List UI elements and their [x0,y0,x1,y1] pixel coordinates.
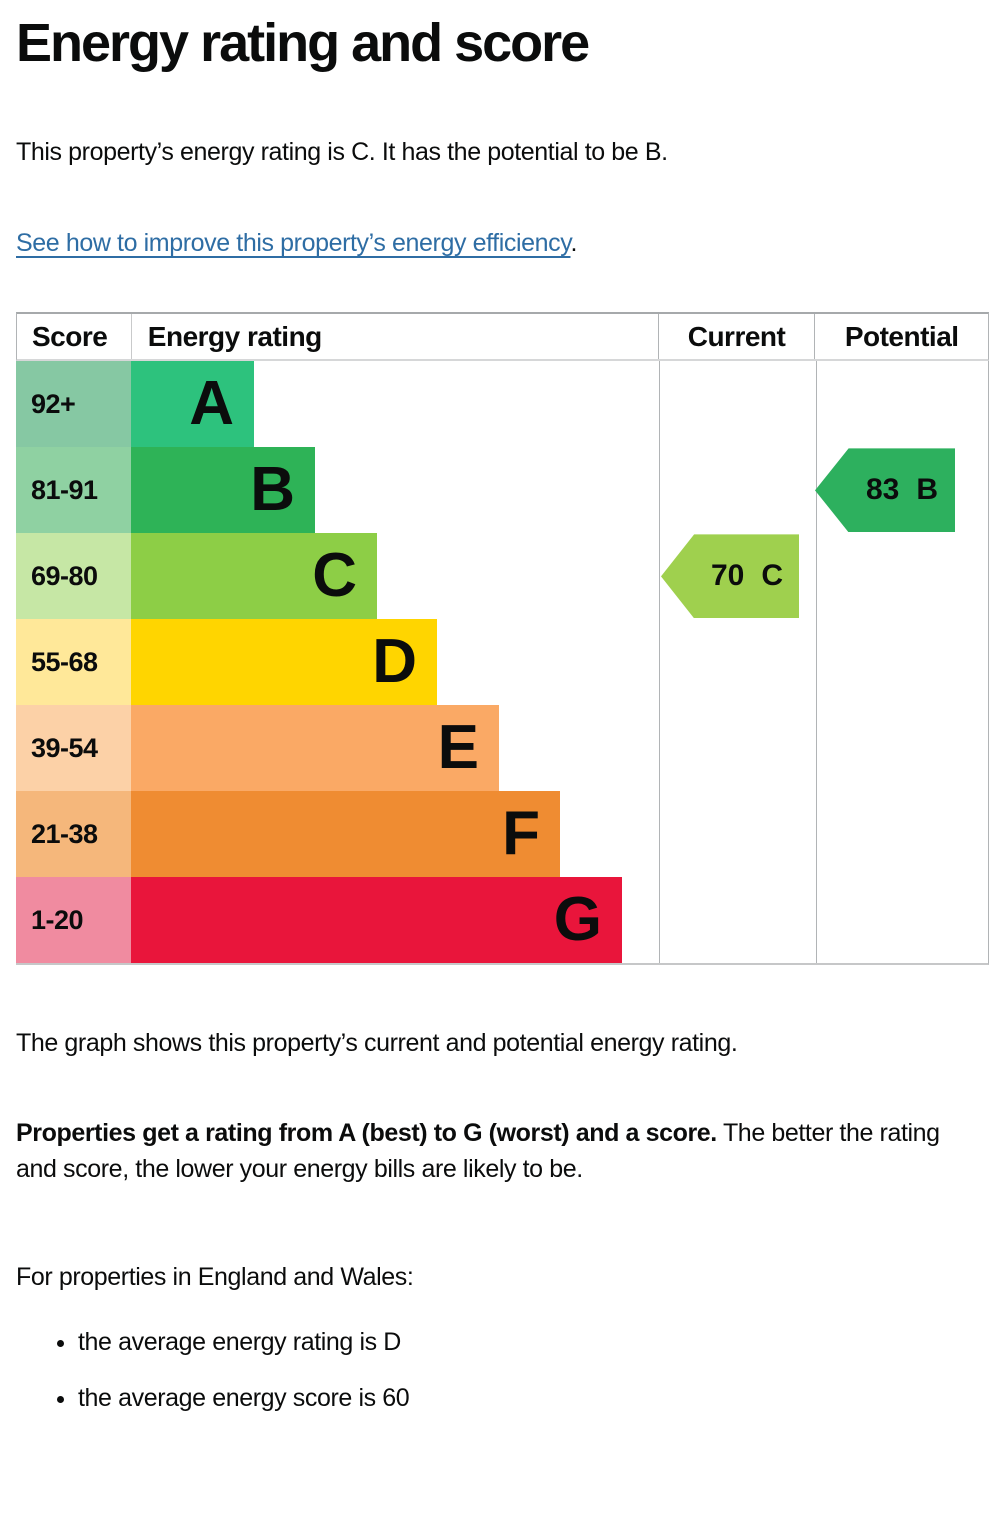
energy-band-row: 69-80 C [16,533,988,620]
energy-band-row: 81-91 B [16,447,988,534]
header-score: Score [17,314,132,360]
graph-caption: The graph shows this property’s current … [16,1029,738,1058]
chart-header-row: Score Energy rating Current Potential [16,312,989,362]
band-score-range: 1-20 [16,877,131,964]
averages-list: the average energy rating is D the avera… [16,1328,984,1413]
current-band-letter: C [761,559,784,593]
region-heading: For properties in England and Wales: [16,1263,414,1292]
average-rating-item: the average energy rating is D [78,1328,984,1357]
page-title: Energy rating and score [16,13,590,73]
chart-body: 92+ A 81-91 B 69-80 C 55-68 D 39-54 E 21… [16,361,989,966]
current-rating-arrow: 70 C [661,534,799,619]
energy-rating-chart: Score Energy rating Current Potential 92… [16,312,989,966]
band-letter-bar: A [131,361,254,448]
average-score-item: the average energy score is 60 [78,1384,984,1413]
rating-explanation: Properties get a rating from A (best) to… [16,1116,984,1187]
band-letter-bar: G [131,877,622,964]
energy-band-row: 21-38 F [16,791,988,878]
band-score-range: 55-68 [16,619,131,706]
rating-summary-text: This property’s energy rating is C. It h… [16,138,668,167]
band-letter-bar: F [131,791,560,878]
header-potential: Potential [844,320,959,352]
band-letter-bar: D [131,619,437,706]
band-letter-bar: C [131,533,377,620]
band-score-range: 81-91 [16,447,131,534]
band-score-range: 69-80 [16,533,131,620]
potential-score-value: 83 [865,473,900,507]
energy-band-row: 1-20 G [16,877,988,964]
improve-link-paragraph: See how to improve this property’s energ… [16,229,984,258]
band-score-range: 21-38 [16,791,131,878]
header-current: Current [659,314,816,360]
potential-band-letter: B [916,473,939,507]
energy-band-row: 55-68 D [16,619,988,706]
epc-page: Energy rating and score This property’s … [0,14,1000,1413]
header-energy-rating: Energy rating [132,314,659,360]
improve-efficiency-link[interactable]: See how to improve this property’s energ… [16,229,571,258]
rating-explanation-rest: The better the rating and score, the low… [16,1119,940,1183]
energy-band-row: 39-54 E [16,705,988,792]
band-score-range: 92+ [16,361,131,448]
band-score-range: 39-54 [16,705,131,792]
current-column-divider [659,361,660,964]
link-suffix-period: . [570,229,578,258]
energy-band-row: 92+ A [16,361,988,448]
band-letter-bar: B [131,447,315,534]
band-letter-bar: E [131,705,499,792]
rating-explanation-bold: Properties get a rating from A (best) to… [16,1119,717,1148]
potential-rating-arrow: 83 B [815,448,955,533]
potential-column-divider [816,361,817,964]
current-score-value: 70 [710,559,745,593]
